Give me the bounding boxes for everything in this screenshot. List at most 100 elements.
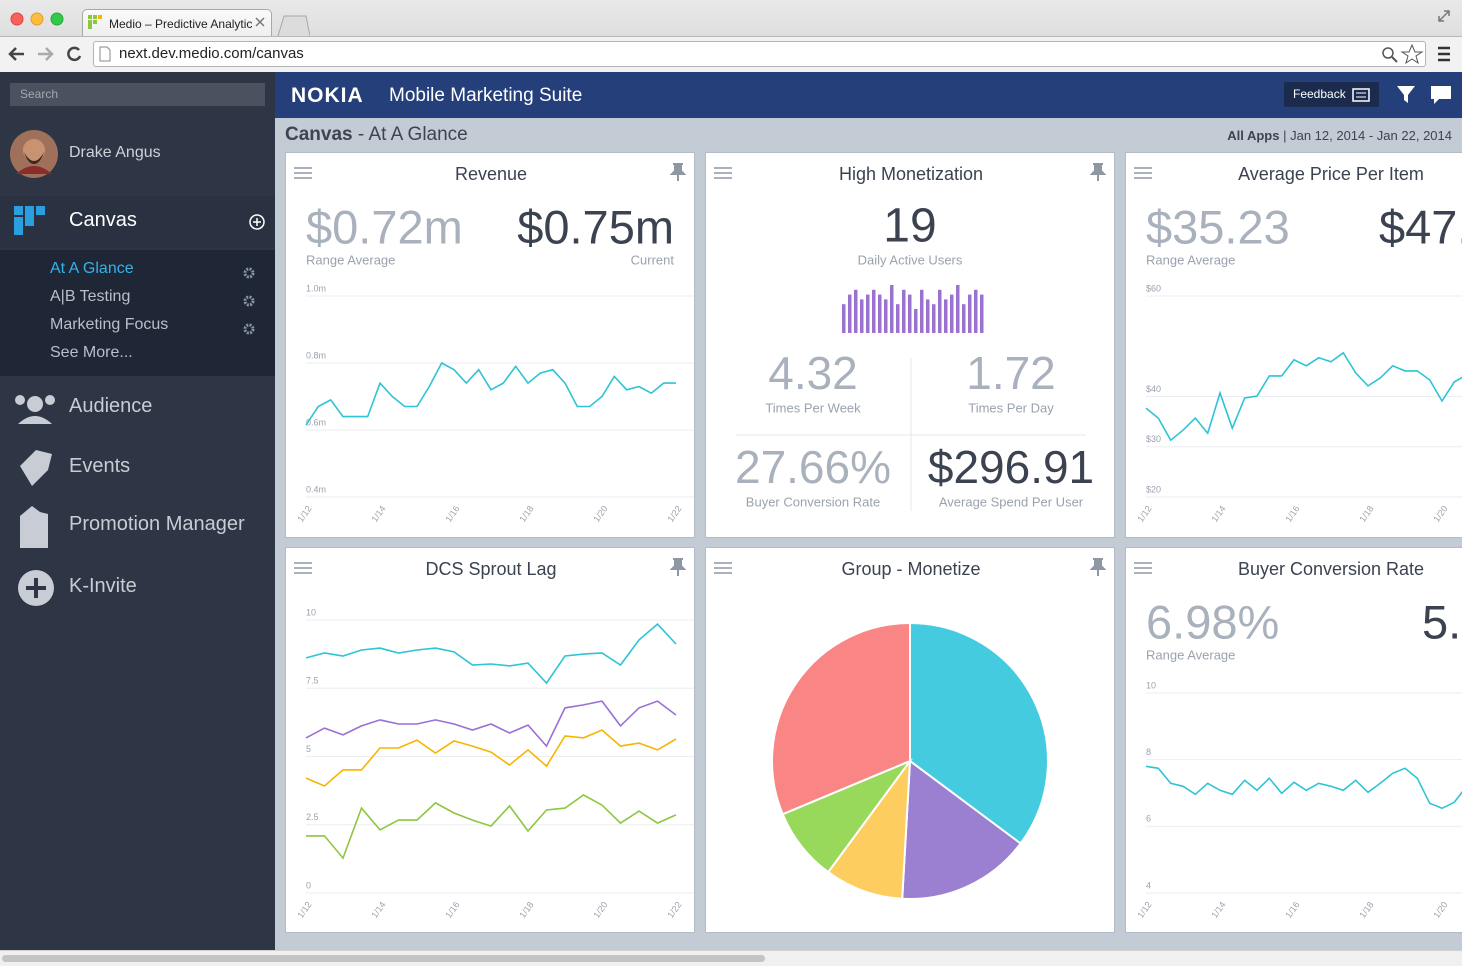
- x-tick-label: 1/20: [591, 900, 609, 920]
- nav-item[interactable]: Events: [69, 455, 131, 477]
- user-name[interactable]: Drake Angus: [69, 144, 161, 161]
- reload-button[interactable]: [67, 46, 82, 62]
- stat-value: $0.72m: [306, 200, 463, 253]
- submenu-item[interactable]: At A Glance: [50, 260, 134, 277]
- x-tick-label: 1/14: [369, 504, 387, 524]
- bar: [872, 289, 876, 333]
- browser-tab[interactable]: Medio – Predictive Analytic: [82, 9, 272, 37]
- y-tick-label: 0.4m: [306, 484, 326, 494]
- zoom-button[interactable]: [50, 12, 64, 26]
- widget-menu[interactable]: [714, 167, 732, 179]
- range-text: | Jan 12, 2014 - Jan 22, 2014: [1283, 128, 1452, 143]
- gear: [243, 267, 255, 279]
- events-icon: [20, 450, 52, 486]
- product-name: Mobile Marketing Suite: [389, 85, 583, 106]
- x-tick-label: 1/12: [1135, 900, 1153, 920]
- widget-menu[interactable]: [294, 167, 312, 179]
- fullscreen-icon[interactable]: [1436, 8, 1452, 24]
- window-controls: [10, 12, 64, 26]
- close-button[interactable]: [10, 12, 24, 26]
- y-tick-label: $40: [1146, 384, 1161, 394]
- bar: [950, 294, 954, 333]
- widget-card: DCS Sprout Lag 0 2.5 5 7.5 10 1/12 1/14 1/16 1/18…: [285, 547, 695, 933]
- nav-canvas[interactable]: Canvas: [0, 196, 275, 248]
- widget-menu[interactable]: [294, 562, 312, 574]
- pie-slice: [901, 759, 1022, 901]
- x-tick-label: 1/12: [295, 900, 313, 920]
- bar: [908, 294, 912, 333]
- bar: [938, 289, 942, 333]
- pin-icon[interactable]: [669, 163, 687, 181]
- submenu-item[interactable]: See More...: [50, 344, 133, 361]
- widget-title: High Monetization: [839, 164, 983, 184]
- bar: [926, 299, 930, 333]
- x-tick-label: 1/16: [1283, 900, 1301, 920]
- y-tick-label: 0: [306, 880, 311, 890]
- gear: [243, 323, 255, 335]
- x-tick-label: 1/20: [1431, 504, 1449, 524]
- y-tick-label: 0.8m: [306, 350, 326, 360]
- pie-slice: [909, 621, 1049, 845]
- widget-title: Buyer Conversion Rate: [1238, 559, 1424, 579]
- line-series: [1145, 351, 1462, 442]
- x-tick-label: 1/14: [1209, 504, 1227, 524]
- bar: [842, 304, 846, 333]
- forward-button[interactable]: [38, 47, 54, 61]
- stat-value: 6.98%: [1146, 595, 1279, 648]
- gear-icon[interactable]: [243, 323, 255, 335]
- new-tab[interactable]: [276, 14, 310, 36]
- bar: [860, 299, 864, 333]
- address-bar[interactable]: next.dev.medio.com/canvas: [93, 41, 1426, 67]
- chat-icon[interactable]: [1431, 86, 1451, 104]
- widget-card: Group - Monetize: [705, 547, 1115, 933]
- horizontal-scrollbar: [0, 950, 1462, 966]
- nav-buttons: [8, 46, 82, 62]
- stat-value: 1.72: [966, 347, 1056, 399]
- line-series: [306, 794, 677, 860]
- y-tick-label: 0.6m: [306, 417, 326, 427]
- widget-menu[interactable]: [1134, 167, 1152, 179]
- nav-item[interactable]: Audience: [69, 395, 153, 417]
- widget-menu[interactable]: [714, 562, 732, 574]
- tab-close[interactable]: [254, 16, 266, 28]
- feedback-button[interactable]: Feedback: [1284, 82, 1379, 107]
- bar: [902, 289, 906, 333]
- pin-icon[interactable]: [669, 558, 687, 576]
- scroll-thumb[interactable]: [2, 955, 765, 962]
- gear-icon[interactable]: [243, 295, 255, 307]
- stat-label: Average Spend Per User: [939, 494, 1084, 509]
- filter-icon[interactable]: [1397, 86, 1415, 103]
- search-box[interactable]: Search: [10, 83, 265, 106]
- section-title: Canvas: [285, 124, 353, 145]
- pin-icon[interactable]: [1089, 558, 1107, 576]
- pie-slice: [771, 621, 911, 816]
- avatar[interactable]: [10, 130, 60, 180]
- nav-item[interactable]: K-Invite: [69, 575, 137, 597]
- zoom-icon[interactable]: [1382, 47, 1394, 59]
- submenu-item[interactable]: Marketing Focus: [50, 316, 169, 333]
- brand-logo[interactable]: NOKIA: [291, 84, 364, 107]
- toolbar-icons: [1382, 44, 1450, 65]
- minimize-button[interactable]: [30, 12, 44, 26]
- widget-menu[interactable]: [1134, 562, 1152, 574]
- x-tick-label: 1/20: [591, 504, 609, 524]
- nav-item[interactable]: Promotion Manager: [69, 513, 245, 535]
- pin-icon[interactable]: [1089, 163, 1107, 181]
- x-tick-label: 1/20: [1431, 900, 1449, 920]
- menu-button[interactable]: [1438, 46, 1450, 62]
- bar: [980, 294, 984, 333]
- widget-canvas: DCS Sprout Lag 0 2.5 5 7.5 10 1/12 1/14 1/16 1/18…: [294, 558, 694, 920]
- date-range[interactable]: All Apps | Jan 12, 2014 - Jan 22, 2014: [1227, 128, 1452, 143]
- bookmark-star[interactable]: [1400, 44, 1424, 65]
- gear-icon[interactable]: [243, 267, 255, 279]
- line-series: [305, 729, 677, 787]
- x-tick-label: 1/12: [1135, 504, 1153, 524]
- page-title: Canvas - At A Glance: [285, 124, 468, 146]
- submenu-item[interactable]: A|B Testing: [50, 288, 131, 305]
- stat-value: 19: [883, 200, 936, 253]
- bar: [890, 285, 894, 333]
- back-button[interactable]: [8, 47, 24, 61]
- bar: [956, 285, 960, 333]
- add-canvas[interactable]: [248, 213, 266, 231]
